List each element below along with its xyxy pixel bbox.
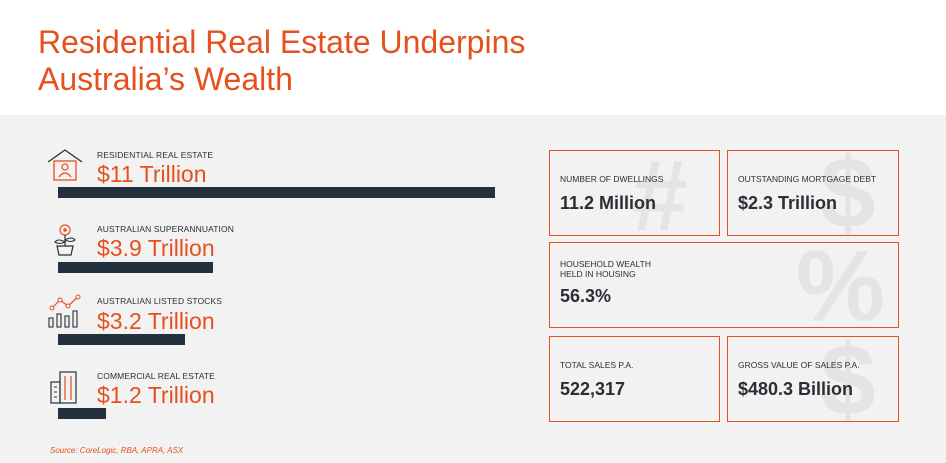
house-icon: [47, 149, 83, 181]
chart-value-label: $3.9 Trillion: [97, 235, 215, 261]
chart-row-commercial: COMMERCIAL REAL ESTATE $1.2 Trillion: [0, 368, 540, 438]
chart-row-superannuation: AUSTRALIAN SUPERANNUATION $3.9 Trillion: [0, 222, 540, 292]
chart-value-label: $1.2 Trillion: [97, 382, 215, 408]
stat-value: 56.3%: [560, 286, 612, 306]
dollar-watermark: $: [820, 137, 876, 249]
chart-value-label: $3.2 Trillion: [97, 308, 215, 334]
chart-bar: [58, 334, 185, 345]
stat-label: GROSS VALUE OF SALES P.A.: [738, 360, 860, 370]
chart-bar: [58, 408, 106, 419]
stat-box-dwellings: NUMBER OF DWELLINGS 11.2 Million: [549, 150, 720, 236]
chart-label: COMMERCIAL REAL ESTATE: [97, 371, 215, 381]
source-note: Source: CoreLogic, RBA, APRA, ASX: [50, 446, 184, 455]
percent-watermark: %: [796, 230, 885, 342]
stat-box-household-wealth: HOUSEHOLD WEALTH HELD IN HOUSING 56.3%: [549, 242, 899, 328]
stat-value: $480.3 Billion: [738, 379, 854, 399]
stat-label-line-1: HOUSEHOLD WEALTH: [560, 259, 651, 269]
stat-value: 522,317: [560, 379, 626, 399]
plant-icon: [54, 224, 76, 256]
chart-label: RESIDENTIAL REAL ESTATE: [97, 150, 214, 160]
page-title-line-2: Australia’s Wealth: [38, 61, 293, 97]
stat-value: 11.2 Million: [560, 193, 657, 213]
hash-watermark: #: [632, 140, 688, 252]
chart-value-label: $11 Trillion: [97, 161, 207, 187]
chart-bar: [58, 262, 213, 273]
chart-bar: [58, 187, 495, 198]
stocks-icon: [48, 294, 81, 328]
stat-value: $2.3 Trillion: [738, 193, 838, 213]
chart-label: AUSTRALIAN SUPERANNUATION: [97, 224, 234, 234]
stat-box-total-sales: TOTAL SALES P.A. 522,317: [549, 336, 720, 422]
building-icon: [50, 371, 77, 404]
page-title-line-1: Residential Real Estate Underpins: [38, 24, 526, 60]
chart-label: AUSTRALIAN LISTED STOCKS: [97, 296, 223, 306]
chart-row-residential: RESIDENTIAL REAL ESTATE $11 Trillion: [0, 148, 540, 218]
page-title: Residential Real Estate Underpins Austra…: [38, 24, 525, 98]
stat-label: TOTAL SALES P.A.: [560, 360, 634, 370]
stat-label: NUMBER OF DWELLINGS: [560, 174, 664, 184]
stat-label-line-2: HELD IN HOUSING: [560, 269, 636, 279]
stat-label: OUTSTANDING MORTGAGE DEBT: [738, 174, 877, 184]
content-panel: [0, 115, 946, 463]
stat-box-gross-value: GROSS VALUE OF SALES P.A. $480.3 Billion: [727, 336, 899, 422]
chart-row-stocks: AUSTRALIAN LISTED STOCKS $3.2 Trillion: [0, 294, 540, 366]
stat-box-mortgage: OUTSTANDING MORTGAGE DEBT $2.3 Trillion: [727, 150, 899, 236]
dollar-watermark-2: $: [820, 324, 876, 436]
